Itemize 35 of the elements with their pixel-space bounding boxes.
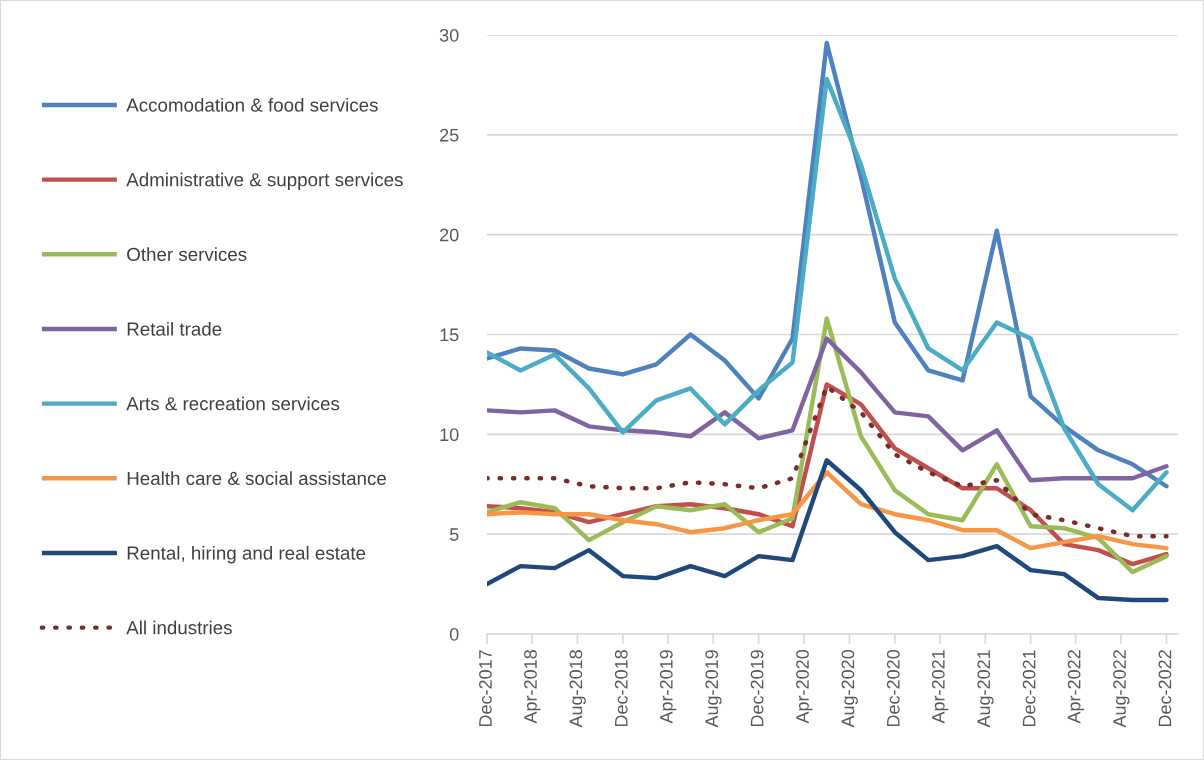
y-tick-label: 15 <box>440 328 459 342</box>
x-tick-label: Dec-2022 <box>1158 650 1172 727</box>
x-tick-label: Apr-2019 <box>659 650 677 724</box>
x-tick-label: Dec-2020 <box>886 649 900 727</box>
legend-label: Administrative & support services <box>126 172 403 191</box>
y-tick-label: 10 <box>440 428 459 442</box>
x-tick-label: Apr-2018 <box>524 650 541 724</box>
line-series <box>487 458 1169 603</box>
x-tick-label: Apr-2020 <box>796 649 813 724</box>
x-tick-label: Aug-2019 <box>705 650 722 728</box>
y-tick-label: 25 <box>440 128 459 142</box>
x-tick-label: Dec-2017 <box>479 650 492 727</box>
legend-label: Retail trade <box>127 321 222 336</box>
x-tick-label: Dec-2021 <box>1022 650 1036 727</box>
legend-label: Health care & social assistance <box>127 471 386 486</box>
y-tick-label: 30 <box>439 28 459 42</box>
legend-label: Accomodation & food services <box>126 97 378 112</box>
x-tick-label: Aug-2018 <box>569 650 586 728</box>
line-series <box>487 470 1169 551</box>
x-tick-label: Aug-2020 <box>841 649 858 728</box>
x-tick-label: Apr-2022 <box>1067 650 1085 724</box>
x-tick-label: Dec-2018 <box>614 650 628 727</box>
x-tick-label: Aug-2021 <box>977 650 994 728</box>
line-series <box>487 336 1169 483</box>
y-tick-label: 5 <box>449 528 459 541</box>
legend-label: Other services <box>127 247 247 262</box>
x-tick-label: Aug-2022 <box>1113 650 1130 728</box>
y-tick-label: 0 <box>449 627 459 641</box>
x-tick-label: Apr-2021 <box>931 650 949 724</box>
legend-label: Arts & recreation services <box>126 396 340 411</box>
x-tick-label: Dec-2019 <box>750 650 764 727</box>
legend-label: Rental, hiring and real estate <box>127 545 366 564</box>
legend-label: All industries <box>126 620 232 635</box>
line-series <box>487 316 1169 575</box>
y-tick-label: 20 <box>440 228 459 242</box>
